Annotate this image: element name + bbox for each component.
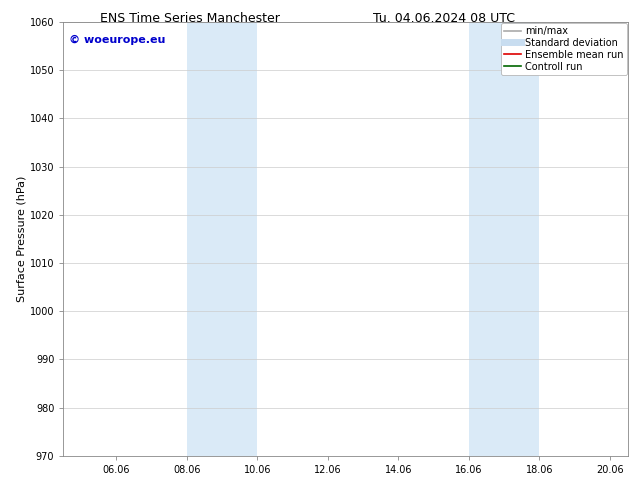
Y-axis label: Surface Pressure (hPa): Surface Pressure (hPa) bbox=[17, 176, 27, 302]
Bar bbox=[187, 22, 257, 456]
Text: Tu. 04.06.2024 08 UTC: Tu. 04.06.2024 08 UTC bbox=[373, 12, 515, 25]
Text: ENS Time Series Manchester: ENS Time Series Manchester bbox=[100, 12, 280, 25]
Text: © woeurope.eu: © woeurope.eu bbox=[69, 35, 165, 45]
Bar bbox=[469, 22, 540, 456]
Legend: min/max, Standard deviation, Ensemble mean run, Controll run: min/max, Standard deviation, Ensemble me… bbox=[501, 23, 626, 74]
